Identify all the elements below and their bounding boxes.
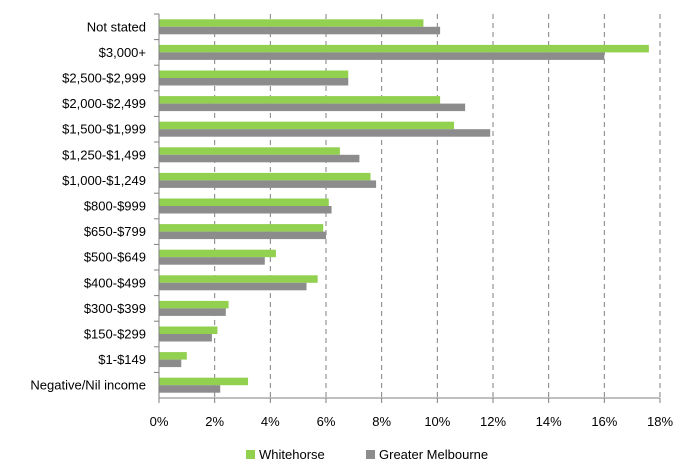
bar-greater-melbourne bbox=[159, 26, 441, 35]
x-tick-label: 12% bbox=[480, 414, 506, 429]
bar-whitehorse bbox=[159, 300, 229, 309]
category-label: $1,250-$1,499 bbox=[62, 147, 146, 162]
bar-greater-melbourne bbox=[159, 282, 307, 291]
category-label: $800-$999 bbox=[84, 199, 146, 214]
bar-greater-melbourne bbox=[159, 103, 466, 112]
x-tick-label: 10% bbox=[424, 414, 450, 429]
category-label: $1-$149 bbox=[98, 352, 146, 367]
bar-whitehorse bbox=[159, 121, 455, 130]
category-label: $500-$649 bbox=[84, 250, 146, 265]
x-tick-label: 2% bbox=[205, 414, 224, 429]
x-tick-labels: 0% 2% 4% 6% 8% 10% 12% 14% 16% 18% bbox=[150, 414, 674, 429]
x-tick-label: 16% bbox=[591, 414, 617, 429]
bar-greater-melbourne bbox=[159, 154, 360, 163]
bar-greater-melbourne bbox=[159, 52, 605, 60]
bars bbox=[159, 19, 649, 393]
category-label: $400-$499 bbox=[84, 275, 146, 290]
bar-whitehorse bbox=[159, 96, 441, 104]
bar-greater-melbourne bbox=[159, 257, 265, 265]
category-label: Negative/Nil income bbox=[30, 378, 146, 393]
bar-whitehorse bbox=[159, 70, 349, 78]
bar-greater-melbourne bbox=[159, 308, 226, 316]
bar-whitehorse bbox=[159, 224, 324, 232]
legend-label: Whitehorse bbox=[259, 447, 325, 462]
category-label: $3,000+ bbox=[99, 45, 146, 60]
bar-greater-melbourne bbox=[159, 334, 212, 342]
category-label: $650-$799 bbox=[84, 224, 146, 239]
x-tick-label: 0% bbox=[150, 414, 169, 429]
bar-whitehorse bbox=[159, 377, 249, 386]
bar-greater-melbourne bbox=[159, 78, 349, 86]
bar-greater-melbourne bbox=[159, 129, 491, 137]
x-tick-label: 14% bbox=[536, 414, 562, 429]
legend-swatch bbox=[246, 450, 255, 459]
bar-whitehorse bbox=[159, 19, 424, 27]
bar-whitehorse bbox=[159, 172, 371, 181]
category-label: $2,500-$2,999 bbox=[62, 71, 146, 86]
legend: Whitehorse Greater Melbourne bbox=[246, 447, 488, 462]
legend-swatch bbox=[366, 450, 375, 459]
x-tick-label: 8% bbox=[372, 414, 391, 429]
bar-whitehorse bbox=[159, 147, 340, 155]
category-label: $300-$399 bbox=[84, 301, 146, 316]
category-labels: Not stated $3,000+ $2,500-$2,999 $2,000-$2,… bbox=[30, 19, 146, 392]
bar-whitehorse bbox=[159, 44, 649, 53]
axes bbox=[154, 13, 661, 403]
category-label: $1,500-$1,999 bbox=[62, 122, 146, 137]
category-label: $2,000-$2,499 bbox=[62, 96, 146, 111]
bar-whitehorse bbox=[159, 326, 218, 334]
category-label: Not stated bbox=[87, 19, 146, 34]
legend-label: Greater Melbourne bbox=[379, 447, 488, 462]
x-tick-label: 18% bbox=[647, 414, 673, 429]
bar-greater-melbourne bbox=[159, 180, 377, 188]
bar-whitehorse bbox=[159, 275, 318, 283]
bar-whitehorse bbox=[159, 352, 187, 360]
bar-greater-melbourne bbox=[159, 359, 182, 368]
bar-greater-melbourne bbox=[159, 231, 326, 240]
category-label: $150-$299 bbox=[84, 327, 146, 342]
bar-whitehorse bbox=[159, 249, 276, 258]
bar-whitehorse bbox=[159, 198, 329, 206]
bar-greater-melbourne bbox=[159, 206, 332, 214]
category-label: $1,000-$1,249 bbox=[62, 173, 146, 188]
x-tick-label: 6% bbox=[317, 414, 336, 429]
bar-greater-melbourne bbox=[159, 385, 221, 393]
x-tick-label: 4% bbox=[261, 414, 280, 429]
